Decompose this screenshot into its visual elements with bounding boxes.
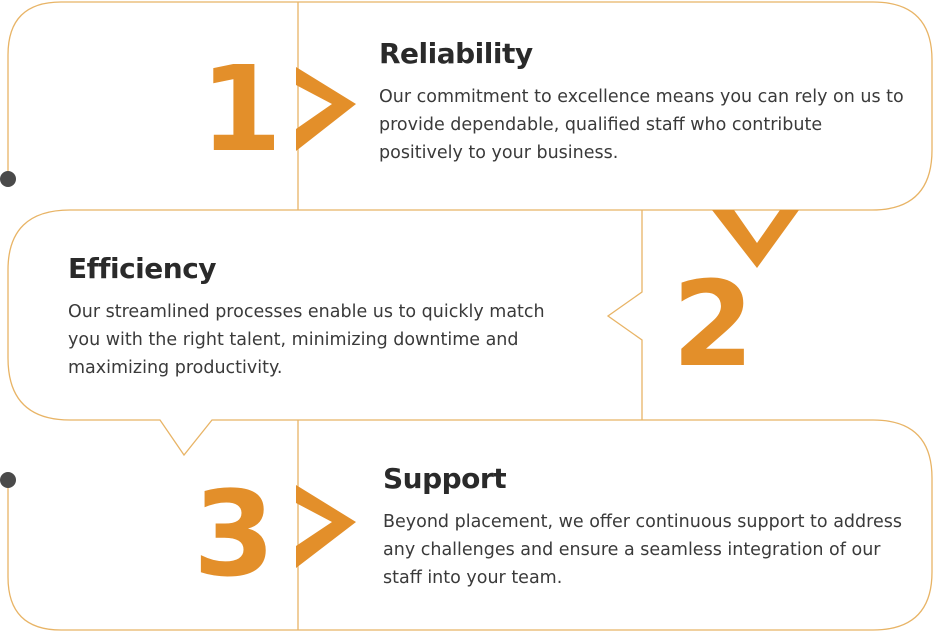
step-1-number: 1 (200, 40, 283, 178)
timeline-dot-icon (0, 472, 16, 488)
step-2-description: Our streamlined processes enable us to q… (68, 302, 545, 378)
step-3-title: Support (383, 462, 507, 495)
step-3-number: 3 (193, 465, 276, 603)
step-1-description: Our commitment to excellence means you c… (379, 87, 904, 163)
step-2-divider (606, 210, 643, 420)
step-1-title: Reliability (379, 37, 533, 70)
step-2-number: 2 (672, 255, 755, 393)
step-2-box (7, 209, 873, 457)
chevron-down-icon (712, 210, 799, 268)
chevron-right-icon (296, 67, 356, 151)
chevron-right-icon (296, 485, 356, 568)
step-2-title: Efficiency (68, 252, 217, 285)
step-3-box (7, 419, 933, 631)
step-3-description: Beyond placement, we offer continuous su… (383, 512, 902, 588)
step-1-box (7, 1, 933, 211)
timeline-dot-icon (0, 171, 16, 187)
